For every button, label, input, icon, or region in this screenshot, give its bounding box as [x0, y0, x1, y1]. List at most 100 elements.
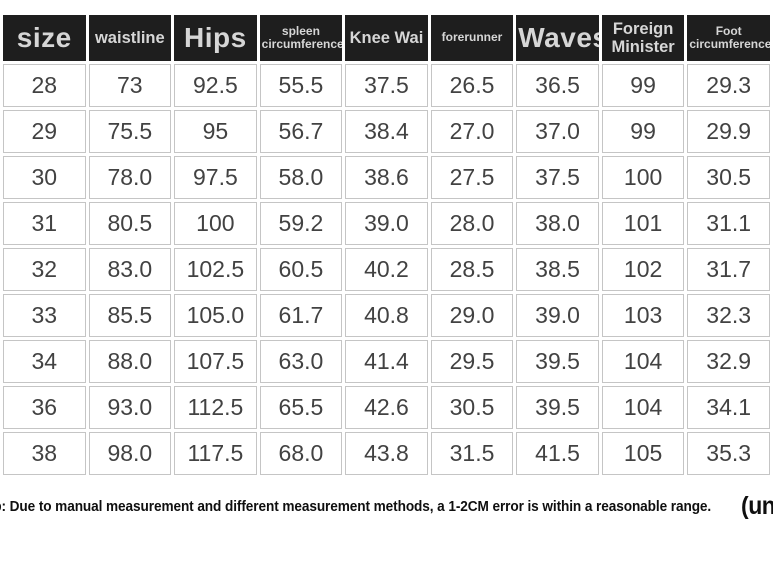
table-cell: 104	[601, 386, 685, 429]
header-cell-spleen-circumference: spleen circumference	[259, 15, 343, 61]
table-cell: 39.5	[516, 386, 599, 429]
table-cell: 38.5	[516, 248, 599, 291]
table-cell: 98.0	[88, 432, 172, 475]
table-cell: 42.6	[345, 386, 428, 429]
table-cell: 37.0	[516, 110, 599, 153]
header-cell-foot-circumference: Foot circumference	[687, 15, 770, 61]
table-row: 30 78.0 97.5 58.0 38.6 27.5 37.5 100 30.5	[3, 156, 770, 199]
table-row: 34 88.0 107.5 63.0 41.4 29.5 39.5 104 32.9	[3, 340, 770, 383]
table-cell: 103	[601, 294, 685, 337]
table-cell: 38.6	[345, 156, 428, 199]
table-cell: 32.9	[687, 340, 770, 383]
header-row: size waistline Hips spleen circumference Kne…	[3, 15, 770, 61]
table-cell: 78.0	[88, 156, 172, 199]
table-row: 38 98.0 117.5 68.0 43.8 31.5 41.5 105 35.3	[3, 432, 770, 475]
table-cell: 39.5	[516, 340, 599, 383]
table-row: 33 85.5 105.0 61.7 40.8 29.0 39.0 103 32.3	[3, 294, 770, 337]
table-header: size waistline Hips spleen circumference Kne…	[3, 15, 770, 61]
table-cell: 60.5	[259, 248, 343, 291]
table-cell: 38.4	[345, 110, 428, 153]
table-cell: 33	[3, 294, 86, 337]
table-cell: 30.5	[687, 156, 770, 199]
table-cell: 35.3	[687, 432, 770, 475]
table-cell: 58.0	[259, 156, 343, 199]
table-cell: 102.5	[174, 248, 257, 291]
header-cell-foreign-minister: Foreign Minister	[601, 15, 685, 61]
table-cell: 29.9	[687, 110, 770, 153]
table-cell: 41.4	[345, 340, 428, 383]
table-cell: 37.5	[345, 64, 428, 107]
table-cell: 28.5	[430, 248, 514, 291]
table-cell: 112.5	[174, 386, 257, 429]
header-cell-hips: Hips	[174, 15, 257, 61]
table-cell: 31.7	[687, 248, 770, 291]
size-chart-table: size waistline Hips spleen circumference Kne…	[0, 12, 773, 478]
table-cell: 38	[3, 432, 86, 475]
table-cell: 26.5	[430, 64, 514, 107]
table-cell: 36	[3, 386, 86, 429]
warm-tip-text: Warm tip: Due to manual measurement and …	[0, 498, 712, 515]
table-cell: 104	[601, 340, 685, 383]
table-cell: 40.2	[345, 248, 428, 291]
table-cell: 65.5	[259, 386, 343, 429]
table-cell: 100	[601, 156, 685, 199]
table-cell: 41.5	[516, 432, 599, 475]
table-cell: 38.0	[516, 202, 599, 245]
table-cell: 29	[3, 110, 86, 153]
header-cell-size: size	[3, 15, 86, 61]
table-cell: 75.5	[88, 110, 172, 153]
table-cell: 97.5	[174, 156, 257, 199]
table-cell: 32	[3, 248, 86, 291]
table-cell: 37.5	[516, 156, 599, 199]
table-row: 29 75.5 95 56.7 38.4 27.0 37.0 99 29.9	[3, 110, 770, 153]
table-cell: 68.0	[259, 432, 343, 475]
header-cell-waistline: waistline	[88, 15, 172, 61]
table-cell: 95	[174, 110, 257, 153]
table-cell: 34.1	[687, 386, 770, 429]
table-cell: 40.8	[345, 294, 428, 337]
table-cell: 93.0	[88, 386, 172, 429]
table-cell: 29.3	[687, 64, 770, 107]
table-cell: 105.0	[174, 294, 257, 337]
table-cell: 83.0	[88, 248, 172, 291]
table-cell: 30	[3, 156, 86, 199]
table-cell: 28.0	[430, 202, 514, 245]
table-cell: 27.5	[430, 156, 514, 199]
table-cell: 85.5	[88, 294, 172, 337]
header-cell-waves: Waves	[516, 15, 599, 61]
table-row: 31 80.5 100 59.2 39.0 28.0 38.0 101 31.1	[3, 202, 770, 245]
table-cell: 88.0	[88, 340, 172, 383]
table-cell: 59.2	[259, 202, 343, 245]
table-cell: 99	[601, 110, 685, 153]
table-row: 36 93.0 112.5 65.5 42.6 30.5 39.5 104 34.1	[3, 386, 770, 429]
table-body: 28 73 92.5 55.5 37.5 26.5 36.5 99 29.3 29 75.5 95 56…	[3, 64, 770, 475]
table-cell: 101	[601, 202, 685, 245]
table-cell: 56.7	[259, 110, 343, 153]
table-cell: 31	[3, 202, 86, 245]
table-cell: 73	[88, 64, 172, 107]
table-cell: 30.5	[430, 386, 514, 429]
table-row: 28 73 92.5 55.5 37.5 26.5 36.5 99 29.3	[3, 64, 770, 107]
table-cell: 102	[601, 248, 685, 291]
table-cell: 61.7	[259, 294, 343, 337]
table-cell: 43.8	[345, 432, 428, 475]
table-cell: 92.5	[174, 64, 257, 107]
footnote: Warm tip: Due to manual measurement and …	[0, 492, 773, 521]
table-cell: 55.5	[259, 64, 343, 107]
table-cell: 39.0	[345, 202, 428, 245]
table-row: 32 83.0 102.5 60.5 40.2 28.5 38.5 102 31.7	[3, 248, 770, 291]
table-cell: 117.5	[174, 432, 257, 475]
table-cell: 34	[3, 340, 86, 383]
header-cell-forerunner: forerunner	[430, 15, 514, 61]
header-cell-knee-wai: Knee Wai	[345, 15, 428, 61]
table-cell: 63.0	[259, 340, 343, 383]
table-cell: 29.0	[430, 294, 514, 337]
table-cell: 36.5	[516, 64, 599, 107]
table-cell: 100	[174, 202, 257, 245]
table-cell: 32.3	[687, 294, 770, 337]
table-cell: 105	[601, 432, 685, 475]
table-cell: 107.5	[174, 340, 257, 383]
table-cell: 29.5	[430, 340, 514, 383]
unit-label: (unit: CM)	[741, 492, 773, 520]
